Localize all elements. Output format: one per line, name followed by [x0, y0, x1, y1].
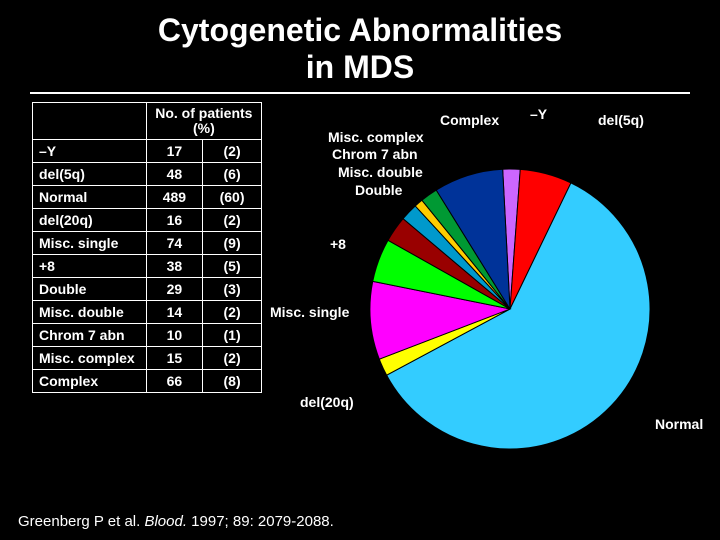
row-num: 10: [146, 324, 202, 347]
row-pct: (5): [203, 255, 262, 278]
header-category: [33, 102, 147, 140]
title-line-2: in MDS: [306, 49, 414, 85]
row-label: +8: [33, 255, 147, 278]
row-pct: (2): [203, 347, 262, 370]
row-label: del(5q): [33, 163, 147, 186]
row-num: 48: [146, 163, 202, 186]
row-label: Chrom 7 abn: [33, 324, 147, 347]
table-header-row: No. of patients (%): [33, 102, 262, 140]
row-pct: (8): [203, 370, 262, 393]
row-label: Misc. double: [33, 301, 147, 324]
row-num: 74: [146, 232, 202, 255]
header-num: No. of patients (%): [146, 102, 261, 140]
title-line-1: Cytogenetic Abnormalities: [158, 12, 562, 48]
row-label: Double: [33, 278, 147, 301]
row-num: 66: [146, 370, 202, 393]
data-table-wrap: No. of patients (%) –Y17(2)del(5q)48(6)N…: [32, 102, 262, 394]
pie-slice-label: Complex: [440, 112, 499, 128]
header-pct-text: (%): [193, 120, 215, 136]
pie-slice-label: Misc. complex: [328, 129, 424, 145]
row-label: –Y: [33, 140, 147, 163]
row-pct: (6): [203, 163, 262, 186]
pie-slice-label: Misc. single: [270, 304, 349, 320]
table-row: +838(5): [33, 255, 262, 278]
table-row: del(20q)16(2): [33, 209, 262, 232]
row-label: Normal: [33, 186, 147, 209]
row-label: del(20q): [33, 209, 147, 232]
row-pct: (1): [203, 324, 262, 347]
pie-slice-label: Chrom 7 abn: [332, 146, 418, 162]
row-pct: (2): [203, 209, 262, 232]
table-row: Misc. single74(9): [33, 232, 262, 255]
table-row: Normal489(60): [33, 186, 262, 209]
pie-slice-label: Misc. double: [338, 164, 423, 180]
citation-suffix: 1997; 89: 2079-2088.: [187, 513, 334, 530]
row-num: 17: [146, 140, 202, 163]
row-num: 16: [146, 209, 202, 232]
pie-chart-wrap: –Ydel(5q)Normaldel(20q)Misc. single+8Dou…: [310, 94, 710, 494]
row-pct: (2): [203, 301, 262, 324]
header-num-text: No. of patients: [155, 105, 252, 121]
table-row: del(5q)48(6): [33, 163, 262, 186]
table-row: Chrom 7 abn10(1): [33, 324, 262, 347]
pie-slice-label: del(5q): [598, 112, 644, 128]
citation-journal: Blood.: [144, 513, 187, 530]
row-pct: (3): [203, 278, 262, 301]
row-pct: (2): [203, 140, 262, 163]
row-pct: (9): [203, 232, 262, 255]
row-label: Misc. complex: [33, 347, 147, 370]
slide-title: Cytogenetic Abnormalities in MDS: [0, 0, 720, 86]
data-table: No. of patients (%) –Y17(2)del(5q)48(6)N…: [32, 102, 262, 394]
table-row: –Y17(2): [33, 140, 262, 163]
row-num: 489: [146, 186, 202, 209]
row-pct: (60): [203, 186, 262, 209]
table-row: Complex66(8): [33, 370, 262, 393]
row-num: 29: [146, 278, 202, 301]
table-row: Double29(3): [33, 278, 262, 301]
citation-prefix: Greenberg P et al.: [18, 513, 144, 530]
table-row: Misc. double14(2): [33, 301, 262, 324]
pie-slice-label: Double: [355, 182, 402, 198]
pie-slice-label: del(20q): [300, 394, 354, 410]
row-num: 38: [146, 255, 202, 278]
row-num: 14: [146, 301, 202, 324]
pie-slice-label: –Y: [530, 106, 547, 122]
pie-slice-label: Normal: [655, 416, 703, 432]
pie-slice-label: +8: [330, 236, 346, 252]
row-num: 15: [146, 347, 202, 370]
content-area: No. of patients (%) –Y17(2)del(5q)48(6)N…: [0, 94, 720, 494]
row-label: Complex: [33, 370, 147, 393]
citation: Greenberg P et al. Blood. 1997; 89: 2079…: [18, 513, 334, 530]
row-label: Misc. single: [33, 232, 147, 255]
table-row: Misc. complex15(2): [33, 347, 262, 370]
